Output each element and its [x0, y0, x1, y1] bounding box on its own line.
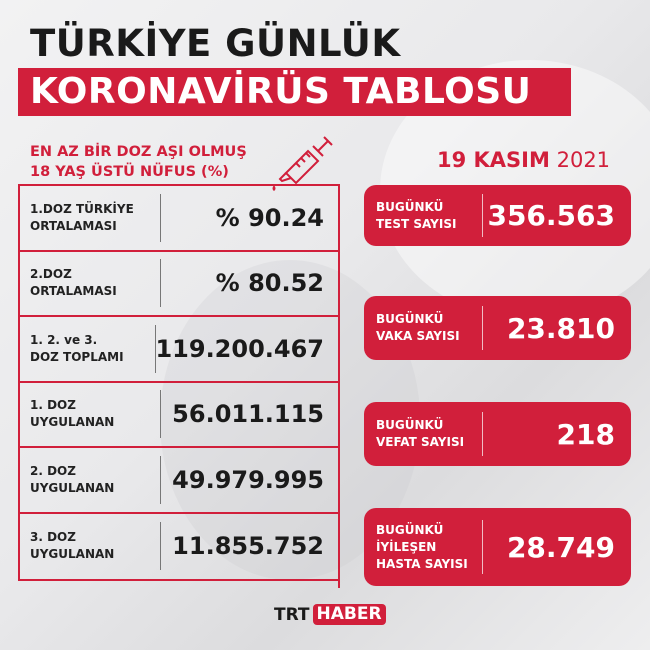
card-value: 23.810: [506, 311, 615, 345]
row-value: 11.855.752: [172, 532, 324, 561]
divider: [154, 324, 156, 373]
table-row: 1. DOZ UYGULANAN 56.011.115: [20, 383, 338, 448]
card-label: BUGÜNKÜ TEST SAYISI: [376, 199, 457, 231]
table-row: 3. DOZ UYGULANAN 11.855.752: [20, 514, 338, 580]
death-count-card: BUGÜNKÜ VEFAT SAYISI 218: [364, 402, 631, 466]
row-value: % 90.24: [215, 203, 324, 232]
card-value: 218: [556, 417, 615, 451]
table-row: 2. DOZ UYGULANAN 49.979.995: [20, 448, 338, 514]
divider: [160, 455, 161, 504]
row-label: 2.DOZ ORTALAMASI: [30, 267, 117, 299]
vaccine-heading-line-2: 18 YAŞ ÜSTÜ NÜFUS (%): [30, 164, 229, 180]
case-count-card: BUGÜNKÜ VAKA SAYISI 23.810: [364, 296, 631, 360]
divider: [482, 305, 483, 351]
recovered-count-card: BUGÜNKÜ İYİLEŞEN HASTA SAYISI 28.749: [364, 508, 631, 586]
divider: [160, 522, 161, 571]
date: 19 KASIM 2021: [437, 148, 611, 172]
vaccine-table: 1.DOZ TÜRKİYE ORTALAMASI % 90.24 2.DOZ ORTA…: [18, 184, 338, 581]
row-value: 119.200.467: [155, 334, 324, 363]
title-line-2: KORONAVİRÜS TABLOSU: [18, 68, 571, 116]
row-value: % 80.52: [215, 269, 324, 298]
table-border: [338, 184, 340, 588]
syringe-icon: [272, 136, 333, 191]
row-value: 56.011.115: [172, 400, 324, 429]
vaccine-heading-line-1: EN AZ BİR DOZ AŞI OLMUŞ: [30, 144, 247, 160]
title-line-1: TÜRKİYE GÜNLÜK: [30, 22, 401, 65]
divider: [160, 193, 161, 242]
card-label: BUGÜNKÜ İYİLEŞEN HASTA SAYISI: [376, 522, 468, 571]
card-value: 356.563: [487, 199, 615, 232]
row-label: 1. DOZ UYGULANAN: [30, 398, 115, 430]
divider: [160, 259, 161, 308]
divider: [482, 194, 483, 237]
test-count-card: BUGÜNKÜ TEST SAYISI 356.563: [364, 185, 631, 246]
row-label: 1. 2. ve 3. DOZ TOPLAMI: [30, 332, 124, 364]
row-value: 49.979.995: [172, 465, 324, 494]
vaccine-heading: EN AZ BİR DOZ AŞI OLMUŞ 18 YAŞ ÜSTÜ NÜFU…: [30, 142, 247, 182]
card-label: BUGÜNKÜ VAKA SAYISI: [376, 312, 460, 343]
row-label: 2. DOZ UYGULANAN: [30, 463, 115, 495]
card-label: BUGÜNKÜ VEFAT SAYISI: [376, 418, 465, 449]
card-value: 28.749: [506, 530, 615, 564]
divider: [482, 519, 483, 575]
table-row: 1.DOZ TÜRKİYE ORTALAMASI % 90.24: [20, 186, 338, 252]
divider: [160, 390, 161, 439]
table-row: 2.DOZ ORTALAMASI % 80.52: [20, 252, 338, 317]
table-row: 1. 2. ve 3. DOZ TOPLAMI 119.200.467: [20, 317, 338, 383]
row-label: 1.DOZ TÜRKİYE ORTALAMASI: [30, 201, 134, 233]
row-label: 3. DOZ UYGULANAN: [30, 530, 115, 562]
divider: [482, 411, 483, 457]
trt-haber-logo: TRT HABER: [274, 604, 386, 625]
